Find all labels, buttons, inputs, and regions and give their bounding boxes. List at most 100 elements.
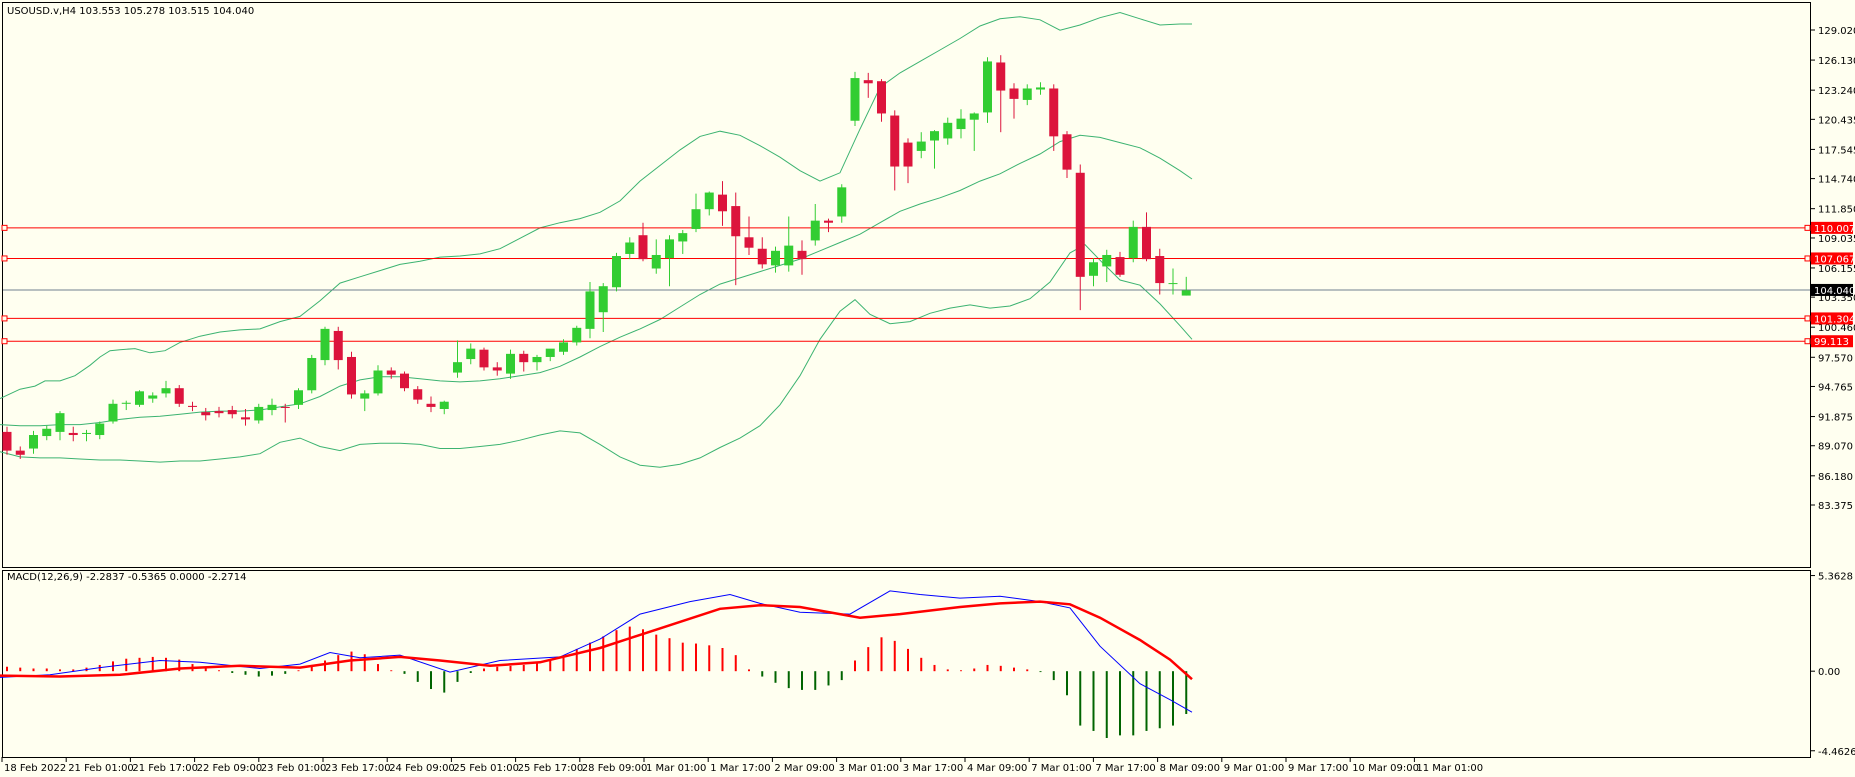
candle-body <box>227 410 237 415</box>
candle-body <box>188 405 197 407</box>
candle-body <box>691 209 701 229</box>
candle-body <box>29 435 38 449</box>
time-tick-label: 2 Mar 09:00 <box>774 763 834 774</box>
candle-body <box>280 406 290 408</box>
level-price-tag-label: 107.067 <box>1814 254 1855 265</box>
time-tick-label: 7 Mar 17:00 <box>1095 763 1155 774</box>
candle-body <box>784 245 794 266</box>
level-right-handle <box>1804 338 1811 345</box>
candle-body <box>333 330 343 361</box>
time-tick-label: 7 Mar 01:00 <box>1031 763 1091 774</box>
candle-body <box>413 389 423 400</box>
price-tick-label: 117.545 <box>1818 145 1855 156</box>
horizontal-levels <box>1 224 1811 345</box>
candle-body <box>1128 226 1138 259</box>
time-tick-label: 24 Feb 09:00 <box>389 763 455 774</box>
candle-body <box>996 62 1006 91</box>
candle-body <box>135 391 144 405</box>
candle-body <box>254 406 264 421</box>
candle-body <box>1115 257 1125 275</box>
candle-body <box>519 353 529 363</box>
candle-body <box>704 192 714 210</box>
candle-body <box>373 370 383 394</box>
candle-body <box>916 141 926 151</box>
candle-body <box>214 411 224 414</box>
time-tick-label: 4 Mar 09:00 <box>967 763 1027 774</box>
candle-body <box>850 78 860 121</box>
candle-body <box>1075 172 1085 277</box>
candle-body <box>625 242 635 254</box>
time-tick-label: 22 Feb 09:00 <box>197 763 263 774</box>
level-left-handle <box>1 338 8 345</box>
candle-body <box>956 118 966 130</box>
candle-body <box>837 187 847 217</box>
price-pane-border <box>2 2 1811 568</box>
level-price-tag <box>1811 312 1853 325</box>
candle-body <box>68 432 78 436</box>
bollinger-middle-band <box>0 134 1193 427</box>
price-tick-label: 86.180 <box>1818 472 1853 483</box>
candle-body <box>598 286 608 313</box>
bollinger-lower-band <box>0 243 1193 468</box>
candle-body <box>651 254 661 269</box>
price-tick-label: 120.435 <box>1818 115 1855 126</box>
level-right-handle <box>1804 255 1811 262</box>
candle-body <box>347 356 356 395</box>
price-chart-header: USOUSD.v,H4 103.553 105.278 103.515 104.… <box>7 6 254 17</box>
candle-body <box>930 131 939 141</box>
macd-axis: 5.3628 0.00 -4.4626 <box>1810 572 1855 758</box>
candle-body <box>360 393 370 399</box>
price-tick-label: 123.240 <box>1818 86 1855 97</box>
candle-body <box>744 237 754 248</box>
time-tick-label: 21 Feb 17:00 <box>132 763 198 774</box>
candle-body <box>863 80 873 84</box>
candle-body <box>439 401 449 410</box>
time-tick-label: 23 Feb 01:00 <box>261 763 327 774</box>
candle-body <box>678 233 688 242</box>
time-tick-label: 1 Mar 01:00 <box>646 763 706 774</box>
candle-body <box>201 412 211 416</box>
candle-body <box>121 402 131 404</box>
candle-body <box>426 403 436 407</box>
level-price-tag-label: 99.113 <box>1814 337 1849 348</box>
current-price-tag <box>1811 283 1853 296</box>
level-right-handle <box>1804 315 1811 322</box>
candle-body <box>1155 256 1165 284</box>
candle-body <box>797 250 807 260</box>
level-price-tag <box>1811 221 1853 234</box>
time-tick-label: 9 Mar 17:00 <box>1288 763 1348 774</box>
price-axis: 129.020 126.130 123.240 120.435 117.545 114.7… <box>1810 26 1855 512</box>
level-price-tag-label: 110.007 <box>1814 224 1855 235</box>
time-tick-label: 10 Mar 09:00 <box>1352 763 1419 774</box>
time-tick-label: 11 Mar 01:00 <box>1416 763 1483 774</box>
candle-body <box>15 450 25 455</box>
candle-body <box>148 395 158 399</box>
price-tick-label: 111.850 <box>1818 205 1855 216</box>
candle-body <box>1181 290 1191 296</box>
macd-pane-border <box>2 570 1811 758</box>
macd-tick-label: -4.4626 <box>1818 747 1855 758</box>
candle-body <box>1036 87 1045 90</box>
level-price-tag-label: 101.304 <box>1814 314 1855 325</box>
price-tick-label: 129.020 <box>1818 26 1855 37</box>
candle-body <box>506 353 515 374</box>
candle-body <box>1168 283 1178 285</box>
candle-body <box>400 373 409 389</box>
time-tick-label: 1 Mar 17:00 <box>710 763 770 774</box>
candle-body <box>585 291 595 329</box>
candle-body <box>1022 88 1032 100</box>
bollinger-bands <box>0 11 1193 468</box>
bollinger-upper-band <box>0 11 1192 400</box>
level-left-handle <box>1 224 8 231</box>
candle-body <box>1049 88 1059 137</box>
candle-body <box>108 403 118 422</box>
time-tick-label: 9 Mar 01:00 <box>1224 763 1284 774</box>
current-price-tag-label: 104.040 <box>1814 286 1855 297</box>
candle-body <box>1089 262 1098 276</box>
candle-body <box>810 220 820 241</box>
candle-body <box>241 417 250 420</box>
time-tick-label: 18 Feb 2022 <box>4 763 66 774</box>
time-tick-label: 3 Mar 01:00 <box>839 763 899 774</box>
macd-indicator <box>0 590 1193 739</box>
